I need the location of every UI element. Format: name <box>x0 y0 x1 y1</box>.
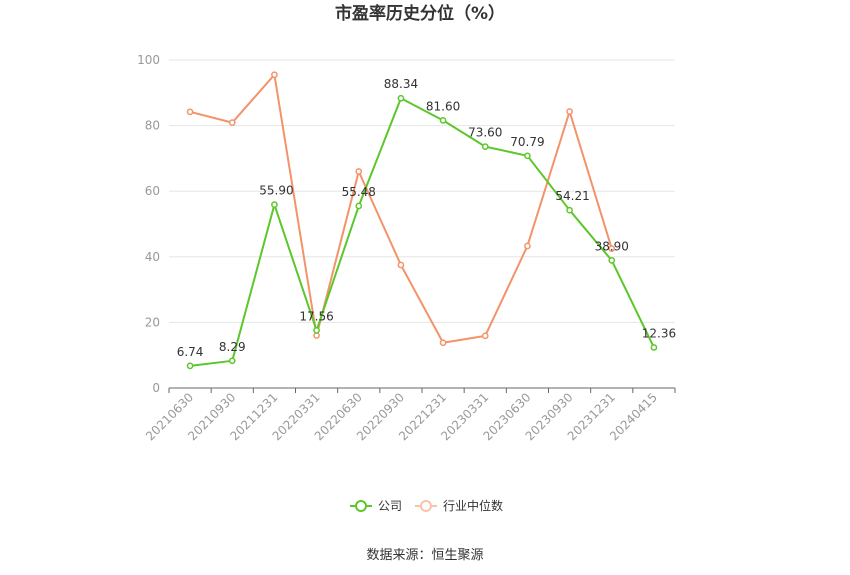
y-tick-label: 20 <box>145 315 160 329</box>
data-point <box>186 362 194 370</box>
legend-swatch-marker <box>420 500 432 512</box>
data-point <box>186 108 194 116</box>
legend-label: 公司 <box>378 499 402 513</box>
legend-item-1[interactable]: 行业中位数 <box>415 498 503 513</box>
data-point <box>650 344 658 351</box>
data-point <box>608 245 616 252</box>
y-tick-label: 80 <box>145 119 160 133</box>
y-tick-label: 0 <box>152 381 160 395</box>
data-label: 70.79 <box>510 135 544 149</box>
data-point <box>313 327 320 334</box>
data-point <box>271 201 278 208</box>
legend-swatch-marker <box>355 500 367 512</box>
data-label: 54.21 <box>555 189 589 203</box>
y-tick-label: 40 <box>145 250 160 264</box>
data-point <box>481 143 489 150</box>
data-label: 81.60 <box>426 99 460 113</box>
legend-label: 行业中位数 <box>443 498 503 513</box>
data-label: 73.60 <box>468 126 502 140</box>
legend-item-0[interactable]: 公司 <box>350 499 402 513</box>
series-line-0 <box>189 97 655 367</box>
series-line-1 <box>189 73 613 344</box>
data-label: 88.34 <box>384 77 418 91</box>
data-point <box>228 119 236 126</box>
data-point <box>397 261 405 269</box>
data-point <box>481 332 489 340</box>
source-note: 数据来源：恒生聚源 <box>366 548 483 563</box>
data-label: 17.56 <box>299 309 333 323</box>
grid <box>169 59 675 323</box>
y-tick-label: 100 <box>137 53 160 67</box>
data-point <box>439 339 447 347</box>
data-labels: 6.74 8.29 55.90 17.56 55.48 88.34 81.60 73.60 70… <box>177 77 676 359</box>
data-point <box>271 71 278 79</box>
data-point <box>228 357 236 365</box>
data-point <box>397 94 405 102</box>
data-label: 55.48 <box>342 185 376 199</box>
data-point <box>355 202 363 210</box>
data-label: 12.36 <box>642 326 676 340</box>
data-point <box>524 242 531 250</box>
data-label: 55.90 <box>259 184 293 198</box>
chart-title: 市盈率历史分位（%） <box>335 3 505 24</box>
data-point <box>355 168 363 175</box>
data-point <box>608 257 616 264</box>
data-label: 38.90 <box>595 239 629 253</box>
data-point <box>566 108 573 115</box>
y-tick-label: 60 <box>145 184 160 198</box>
legend: 公司 行业中位数 <box>350 498 503 513</box>
y-axis: 0 20 40 60 80 100 <box>137 53 160 395</box>
series-layer <box>186 71 658 370</box>
data-label: 6.74 <box>177 345 204 359</box>
x-axis: 2021063020210930202112312022033120220630… <box>143 387 676 443</box>
data-label: 8.29 <box>219 340 246 354</box>
data-point <box>524 152 531 160</box>
data-point <box>566 206 573 214</box>
data-point <box>439 117 447 124</box>
